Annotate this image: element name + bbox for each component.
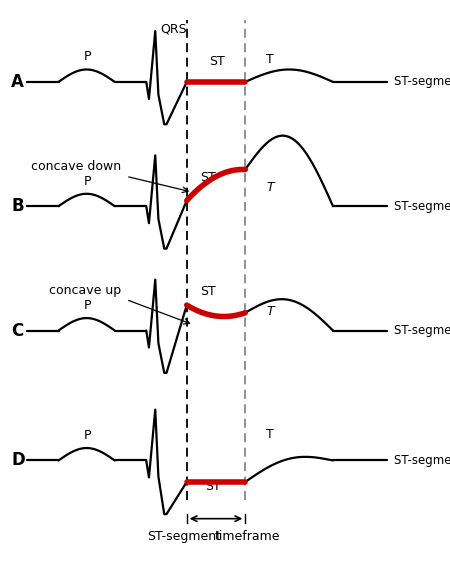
Text: ST: ST	[200, 285, 216, 298]
Text: ST-segment depressed: ST-segment depressed	[394, 454, 450, 467]
Text: A: A	[11, 73, 24, 91]
Text: ST-segment elevated: ST-segment elevated	[394, 324, 450, 337]
Text: T: T	[266, 428, 274, 441]
Text: timeframe: timeframe	[215, 530, 280, 543]
Text: concave down: concave down	[32, 160, 122, 173]
Text: T: T	[266, 53, 274, 66]
Text: ST: ST	[209, 55, 225, 68]
Text: ST: ST	[205, 480, 220, 493]
Text: P: P	[84, 175, 91, 188]
Text: ST-segment: ST-segment	[148, 530, 221, 543]
Text: ST-segment on baseline: ST-segment on baseline	[394, 75, 450, 89]
Text: P: P	[84, 299, 91, 312]
Text: ST-segment elevated: ST-segment elevated	[394, 199, 450, 213]
Text: C: C	[11, 321, 23, 340]
Text: B: B	[11, 197, 24, 215]
Text: P: P	[84, 50, 91, 63]
Text: ST: ST	[200, 171, 216, 184]
Text: concave up: concave up	[50, 284, 122, 297]
Text: T: T	[266, 305, 274, 318]
Text: P: P	[84, 429, 91, 442]
Text: D: D	[11, 451, 25, 470]
Text: T: T	[266, 181, 274, 194]
Text: QRS: QRS	[160, 23, 187, 36]
